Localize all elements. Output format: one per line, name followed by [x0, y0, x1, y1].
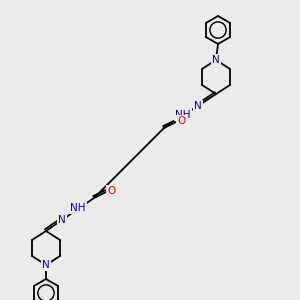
Text: N: N [42, 260, 50, 270]
Text: N: N [212, 55, 220, 65]
Text: N: N [58, 215, 66, 225]
Text: N: N [194, 101, 202, 111]
Text: O: O [177, 116, 185, 126]
Text: NH: NH [175, 110, 191, 120]
Text: NH: NH [70, 203, 86, 213]
Text: O: O [107, 186, 115, 196]
